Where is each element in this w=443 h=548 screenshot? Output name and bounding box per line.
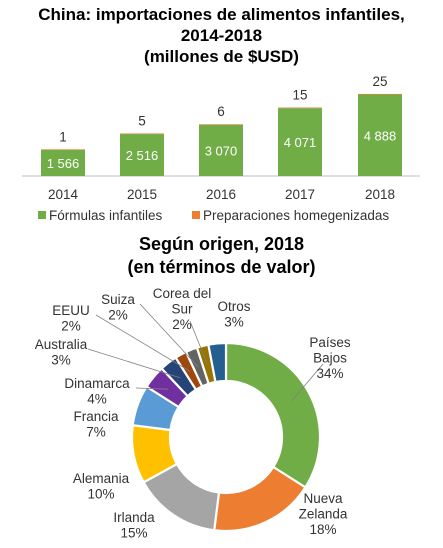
bar-chart: 1 566 1 2014 2 516 5 2015 3 070 6 2016 4 071 15 201… [22,74,420,202]
slice-label-corea-del-sur-line3: 2% [172,317,192,332]
x-tick-label-2014: 2014 [48,187,79,202]
leader-line-australia [87,348,181,379]
legend-label-preparaciones: Preparaciones homegenizadas [203,208,390,223]
slice-label-irlanda-line2: 15% [120,526,147,541]
legend-swatch-formulas [38,211,46,219]
legend-swatch-preparaciones [192,211,200,219]
bar-formulas-2018 [358,94,402,176]
slice-irlanda [142,462,221,532]
slice-label-suiza-line1: Suiza [101,292,135,307]
bar-formulas-2015 [120,134,164,176]
slice-label-corea-del-sur-line2: Sur [171,302,193,317]
leader-line-paises-bajos [291,363,324,402]
data-label-preparaciones-2018: 25 [372,74,387,89]
legend-label-formulas: Fórmulas infantiles [49,208,163,223]
leader-line-dinamarca [135,387,169,390]
x-tick-label-2015: 2015 [127,187,157,202]
legend-item-formulas: Fórmulas infantiles [38,208,162,223]
bar-preparaciones-2015 [120,133,164,135]
bar-preparaciones-2014 [41,149,85,150]
slice-label-paises-bajos-line2: Bajos [313,351,347,366]
slice-label-nueva-zelanda-line2: Zelanda [299,507,348,522]
slice-label-irlanda-line1: Irlanda [113,510,155,525]
slice-dinamarca [145,366,190,409]
slice-label-francia-line2: 7% [86,425,106,440]
slice-otros [207,341,228,384]
slice-label-dinamarca-line1: Dinamarca [64,376,130,391]
data-label-formulas-2017: 4 071 [284,135,317,150]
slice-label-alemania-line1: Alemania [73,471,130,486]
data-label-preparaciones-2014: 1 [59,129,67,144]
slice-label-otros-line1: Otros [217,299,250,314]
pie-chart-title-line2: (en términos de valor) [127,257,316,277]
data-label-preparaciones-2015: 5 [138,113,146,128]
bar-chart-legend: Fórmulas infantiles Preparaciones homege… [0,208,443,228]
slice-label-nueva-zelanda-line3: 18% [309,522,336,537]
x-tick-label-2017: 2017 [285,187,315,202]
slice-nueva-zelanda [212,465,307,533]
slice-label-francia-line1: Francia [73,409,119,424]
leader-line-eeuu [95,314,191,372]
slice-label-paises-bajos-line3: 34% [316,366,343,381]
slice-label-suiza-line2: 2% [108,308,128,323]
slice-corea-del-sur [195,343,217,386]
bar-formulas-2014 [41,149,85,176]
bar-chart-title-line3: (millones de $USD) [144,47,299,66]
pie-chart-title-line1: Según origen, 2018 [138,234,305,254]
slice-eeuu [174,350,204,392]
slice-alemania [130,423,179,484]
leader-line-suiza [139,303,199,368]
data-label-formulas-2014: 1 566 [47,156,80,171]
data-label-formulas-2016: 3 070 [205,143,238,158]
slice-label-paises-bajos-line1: Países [309,335,351,350]
slice-label-nueva-zelanda-line1: Nueva [303,491,343,506]
slice-australia [160,356,198,398]
data-label-preparaciones-2016: 6 [217,104,225,119]
slice-label-otros-line2: 3% [224,315,244,330]
bar-preparaciones-2016 [199,124,243,125]
x-tick-label-2016: 2016 [206,187,236,202]
legend-item-preparaciones: Preparaciones homegenizadas [192,208,389,223]
bar-formulas-2017 [278,108,322,176]
slice-label-australia-line2: 3% [51,353,71,368]
bar-preparaciones-2017 [278,107,322,109]
slice-francia [131,385,181,432]
slice-label-eeuu-line2: 2% [61,319,81,334]
bar-chart-title-line2: 2014-2018 [180,26,263,45]
slice-label-australia-line1: Australia [35,337,88,352]
data-label-preparaciones-2017: 15 [292,88,307,103]
slice-label-corea-del-sur-line1: Corea del [153,286,212,301]
bar-chart-title-line1: China: importaciones de alimentos infant… [38,5,405,24]
slice-paises-bajos [224,341,322,489]
slice-label-dinamarca-line2: 4% [87,392,107,407]
data-label-formulas-2015: 2 516 [126,148,159,163]
bar-formulas-2016 [199,124,243,176]
x-tick-label-2018: 2018 [365,187,395,202]
slice-suiza [184,346,211,388]
slice-label-eeuu-line1: EEUU [52,303,90,318]
leader-line-corea-del-sur [189,320,208,365]
data-label-formulas-2018: 4 888 [364,128,397,143]
bar-preparaciones-2018 [358,93,402,95]
slice-label-alemania-line2: 10% [87,487,114,502]
